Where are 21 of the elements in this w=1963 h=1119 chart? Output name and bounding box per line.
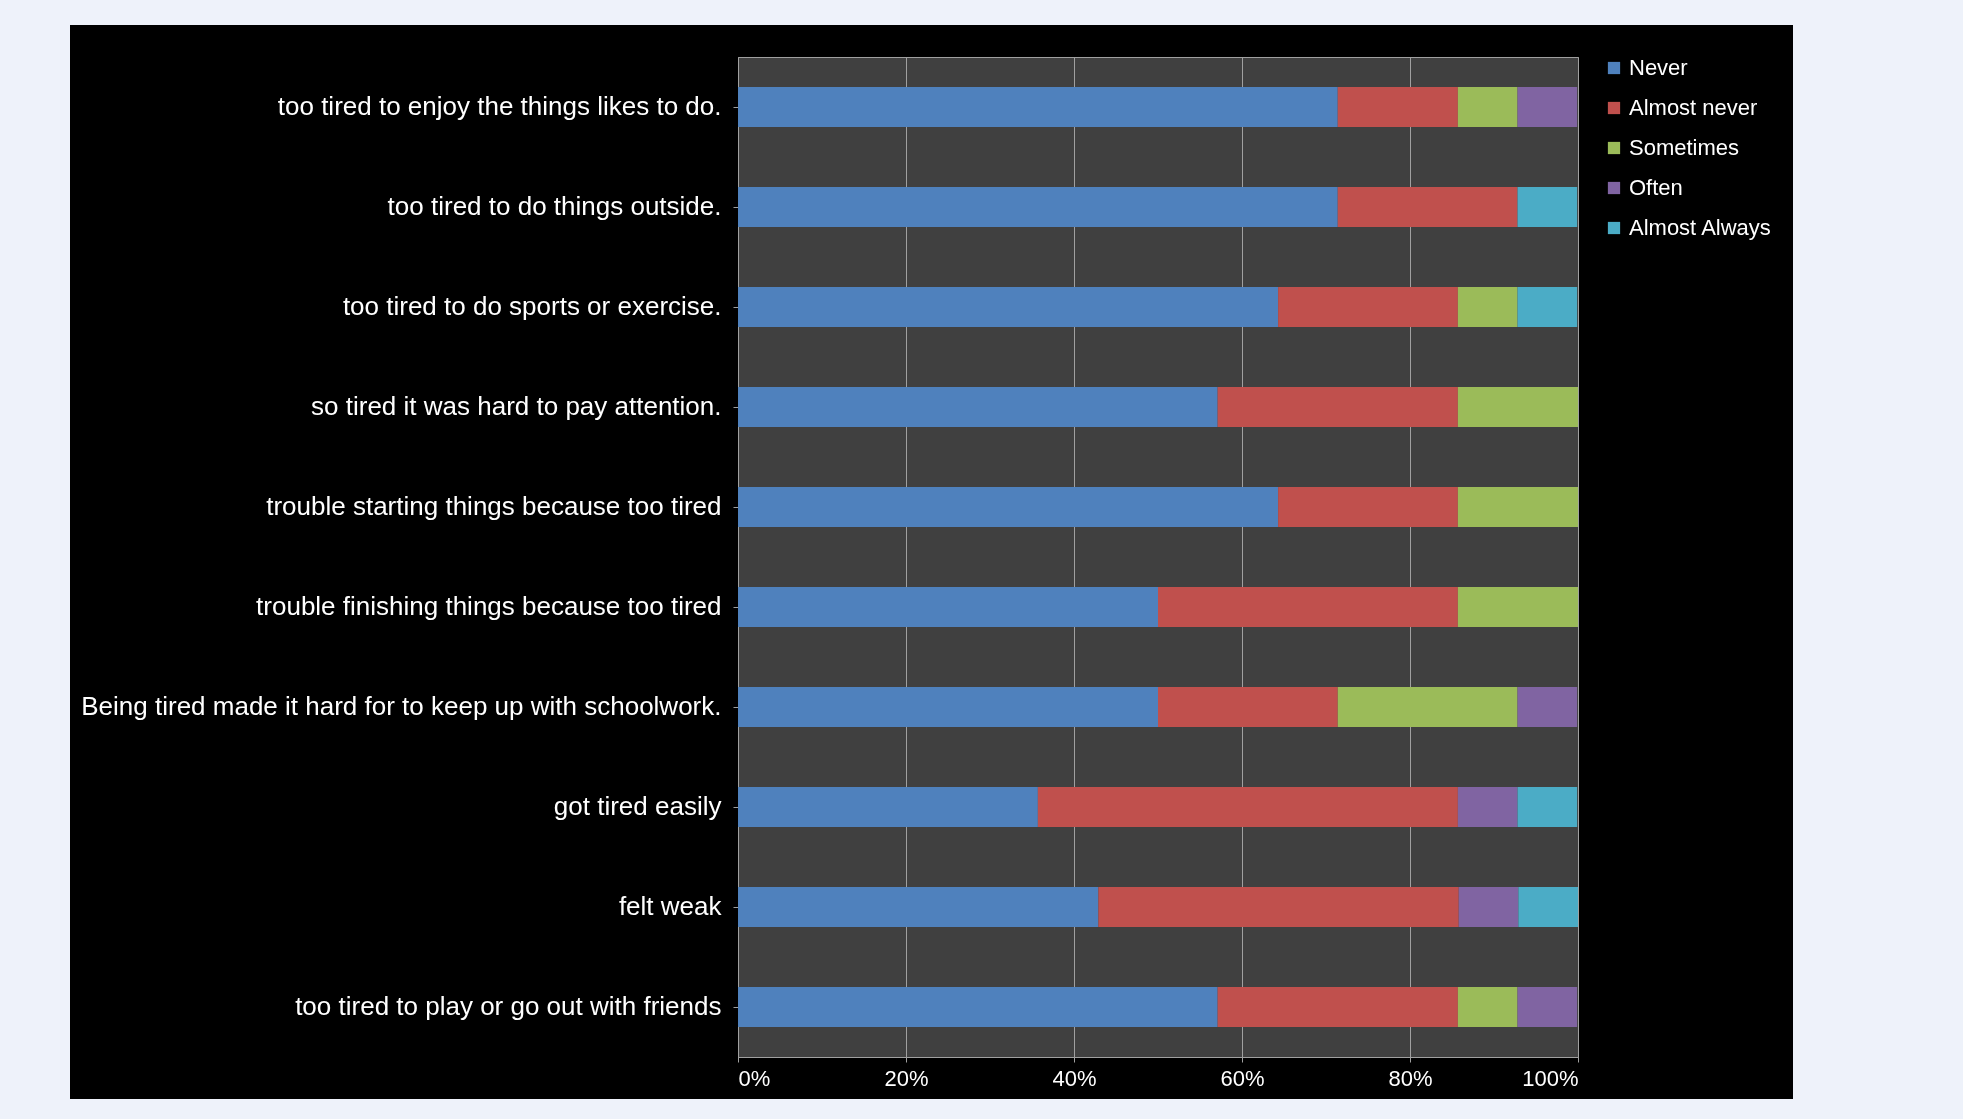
legend-label: Sometimes	[1629, 135, 1740, 160]
y-tick-label: trouble finishing things because too tired	[256, 591, 722, 621]
y-tick-label: too tired to play or go out with friends	[295, 991, 722, 1021]
x-tick-label: 60%	[1220, 1065, 1265, 1091]
legend-label: Never	[1629, 55, 1688, 80]
legend-label: Almost Always	[1629, 215, 1771, 240]
y-tick-label: too tired to do sports or exercise.	[342, 291, 722, 321]
y-tick-label: felt weak	[618, 891, 723, 921]
y-tick-label: Being tired made it hard for to keep up with schoolwork.	[81, 691, 722, 721]
x-tick-label: 100%	[1522, 1065, 1579, 1091]
y-tick-label: too tired to do things outside.	[387, 191, 722, 221]
x-tick-label: 80%	[1388, 1065, 1433, 1091]
legend-label: Often	[1629, 175, 1683, 200]
y-tick-label: too tired to enjoy the things likes to do.	[277, 91, 722, 121]
legend-label: Almost never	[1629, 95, 1758, 120]
y-tick-label: got tired easily	[553, 791, 722, 821]
y-tick-label: trouble starting things because too tired	[266, 491, 722, 521]
x-tick-label: 40%	[1052, 1065, 1097, 1091]
x-tick-label: 0%	[738, 1065, 771, 1091]
x-tick-label: 20%	[884, 1065, 929, 1091]
y-tick-label: so tired it was hard to pay attention.	[311, 391, 722, 421]
